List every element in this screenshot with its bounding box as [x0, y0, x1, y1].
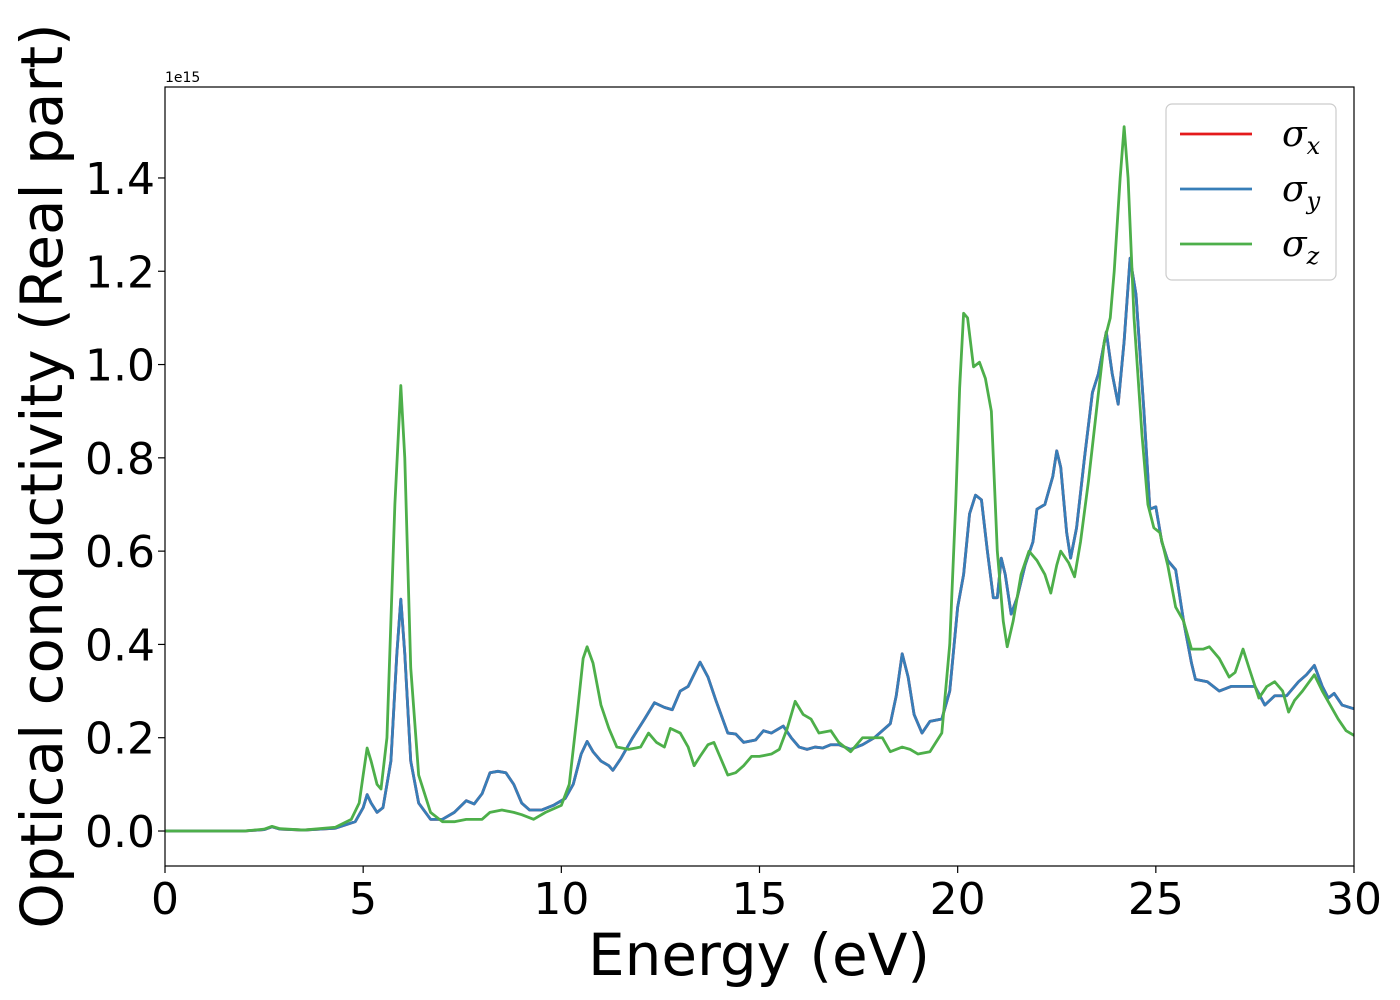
legend-label-sigma-x: σx [1282, 114, 1321, 160]
y-tick-label: 0.0 [85, 807, 155, 858]
series-line-sigma-y [165, 256, 1354, 833]
x-axis-label: Energy (eV) [588, 921, 930, 989]
y-axis-label: Optical conductivity (Real part) [8, 23, 76, 928]
y-tick-label: 0.6 [85, 527, 155, 578]
legend: σx σy σz [1165, 103, 1337, 281]
series-line-sigma-z [165, 125, 1354, 833]
y-tick-label: 0.2 [85, 714, 155, 765]
x-tick-label: 30 [1326, 874, 1382, 925]
y-offset-label: 1e15 [165, 70, 200, 86]
y-tick-label: 1.4 [85, 154, 155, 205]
legend-label-sigma-z: σz [1282, 224, 1320, 270]
x-tick-label: 5 [349, 874, 377, 925]
x-tick-label: 25 [1128, 874, 1184, 925]
y-tick-label: 1.0 [85, 341, 155, 392]
series-layer [165, 125, 1354, 833]
x-tick-label: 10 [533, 874, 589, 925]
x-tick-label: 15 [732, 874, 788, 925]
x-tick-label: 0 [151, 874, 179, 925]
legend-box [1165, 103, 1337, 281]
x-tick-label: 20 [930, 874, 986, 925]
legend-label-sigma-y: σy [1282, 169, 1321, 215]
y-tick-label: 0.4 [85, 620, 155, 671]
x-axis: 0 5 10 15 20 25 30 [151, 866, 1382, 925]
y-tick-label: 1.2 [85, 247, 155, 298]
y-tick-label: 0.8 [85, 434, 155, 485]
y-axis: 0.0 0.2 0.4 0.6 0.8 1.0 1.2 1.4 [85, 154, 165, 858]
